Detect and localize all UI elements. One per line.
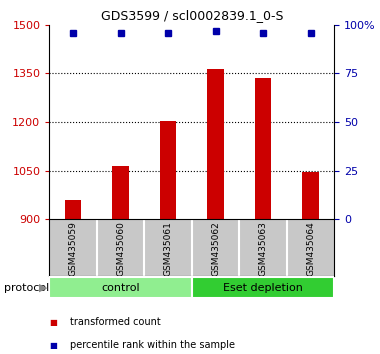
Text: GSM435064: GSM435064: [306, 221, 315, 276]
Bar: [112, 166, 129, 219]
Title: GDS3599 / scl0002839.1_0-S: GDS3599 / scl0002839.1_0-S: [101, 9, 283, 22]
Text: GSM435063: GSM435063: [259, 221, 268, 276]
Bar: [207, 69, 224, 219]
Text: protocol: protocol: [4, 282, 49, 293]
Text: ■: ■: [49, 341, 57, 350]
Text: GSM435062: GSM435062: [211, 221, 220, 276]
Text: control: control: [101, 282, 140, 293]
Bar: [255, 78, 271, 219]
Bar: [160, 120, 176, 219]
Text: GSM435060: GSM435060: [116, 221, 125, 276]
Text: GSM435061: GSM435061: [164, 221, 173, 276]
Bar: [192, 277, 334, 298]
Text: Eset depletion: Eset depletion: [223, 282, 303, 293]
Bar: [302, 172, 319, 219]
Text: transformed count: transformed count: [70, 317, 161, 327]
Bar: [65, 200, 81, 219]
Text: percentile rank within the sample: percentile rank within the sample: [70, 340, 235, 350]
Text: ▶: ▶: [40, 282, 48, 293]
Text: ■: ■: [49, 318, 57, 327]
Text: GSM435059: GSM435059: [69, 221, 78, 276]
Bar: [49, 277, 192, 298]
